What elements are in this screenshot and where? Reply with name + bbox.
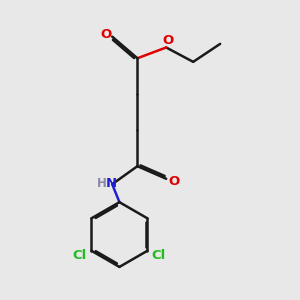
Text: H: H [97,177,107,190]
Text: O: O [100,28,111,41]
Text: Cl: Cl [72,249,87,262]
Text: Cl: Cl [152,249,166,262]
Text: N: N [106,177,117,190]
Text: O: O [162,34,174,47]
Text: O: O [169,175,180,188]
